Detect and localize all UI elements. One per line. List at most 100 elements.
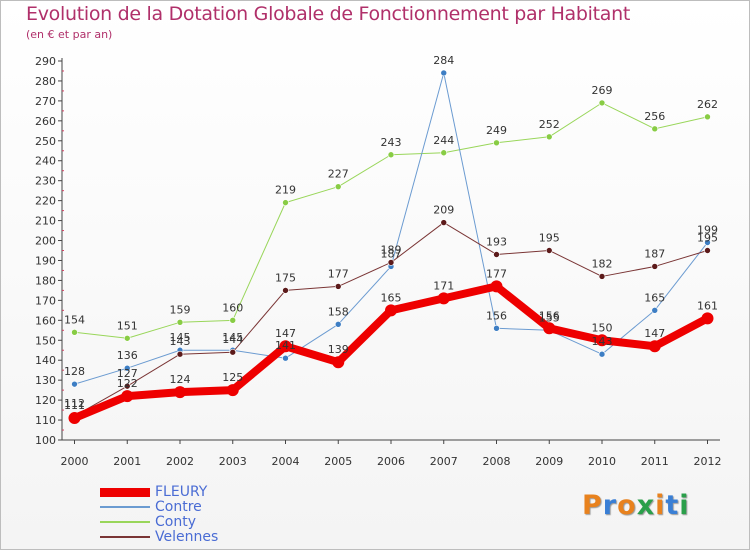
point-velennes [704, 247, 711, 254]
point-velennes [387, 259, 395, 266]
data-label-fleury: 161 [697, 299, 718, 312]
data-label-contre: 143 [592, 335, 613, 348]
logo-letter: x [636, 490, 656, 521]
data-label-fleury: 147 [275, 327, 296, 340]
point-contre [704, 239, 711, 246]
legend-label-fleury: FLEURY [155, 484, 208, 500]
x-tick-label: 2005 [324, 455, 352, 468]
y-tick-label: 260 [35, 115, 56, 128]
legend-swatch-contre [100, 506, 150, 508]
point-velennes [176, 350, 184, 358]
data-label-conty: 151 [117, 319, 138, 332]
point-conty [598, 99, 606, 107]
legend-swatch-conty [100, 521, 150, 523]
point-velennes [334, 283, 342, 290]
y-tick-label: 210 [35, 215, 56, 228]
y-tick-label: 290 [35, 55, 56, 68]
logo-letter: o [617, 490, 637, 521]
point-conty [387, 151, 395, 159]
y-tick-label: 150 [35, 334, 56, 347]
data-label-velennes: 195 [697, 232, 718, 245]
data-label-contre: 158 [328, 305, 349, 318]
point-velennes [282, 287, 289, 294]
data-label-velennes: 182 [592, 257, 613, 270]
chart-subtitle: (en € et par an) [26, 28, 113, 41]
legend-label-conty: Conty [155, 514, 196, 530]
data-label-fleury: 171 [433, 279, 454, 292]
y-tick-label: 270 [35, 95, 56, 108]
proxiti-logo: Proxiti [582, 490, 690, 521]
data-label-fleury: 125 [222, 371, 243, 384]
y-tick-label: 120 [35, 394, 56, 407]
legend-label-velennes: Velennes [155, 529, 219, 545]
point-fleury [385, 304, 397, 317]
point-contre [282, 354, 289, 362]
legend-label-contre: Contre [155, 499, 202, 515]
point-fleury [437, 292, 450, 305]
legend-swatch-fleury [100, 488, 150, 497]
point-fleury [68, 412, 81, 425]
data-label-velennes: 193 [486, 235, 507, 248]
x-tick-label: 2007 [430, 455, 458, 468]
data-label-conty: 243 [381, 136, 402, 149]
data-label-conty: 219 [275, 184, 296, 197]
y-tick-label: 130 [35, 374, 56, 387]
x-tick-label: 2009 [535, 455, 563, 468]
x-tick-label: 2012 [694, 455, 722, 468]
x-tick-label: 2004 [272, 455, 300, 468]
point-fleury [648, 340, 661, 353]
x-tick-label: 2001 [113, 455, 141, 468]
chart-title: Evolution de la Dotation Globale de Fonc… [26, 3, 631, 25]
point-conty [123, 334, 131, 342]
logo-letter: r [602, 490, 618, 521]
data-label-fleury: 124 [170, 373, 191, 386]
point-fleury [279, 340, 292, 353]
point-conty [71, 328, 78, 336]
point-conty [545, 133, 553, 141]
point-velennes [229, 348, 237, 356]
data-label-conty: 160 [222, 301, 243, 314]
y-tick-label: 160 [35, 314, 56, 327]
point-conty [229, 317, 237, 324]
y-tick-label: 190 [35, 254, 56, 267]
data-label-contre: 199 [697, 224, 718, 237]
point-fleury [701, 312, 714, 325]
data-label-conty: 256 [644, 110, 665, 123]
data-label-conty: 154 [64, 313, 85, 326]
logo-letter: i [679, 490, 690, 521]
logo-letter: i [655, 490, 666, 521]
point-fleury [543, 322, 556, 335]
point-contre [493, 324, 500, 332]
data-label-fleury: 150 [592, 321, 613, 334]
x-tick-label: 2010 [588, 455, 616, 468]
point-fleury [332, 356, 345, 369]
data-label-fleury: 165 [381, 291, 402, 304]
legend-swatch-velennes [100, 536, 150, 538]
point-fleury [174, 386, 186, 399]
data-label-velennes: 177 [328, 267, 349, 280]
point-conty [440, 149, 448, 157]
axes: 100 110 120 130 140 150 160 170 180 190 200 210 220 2… [35, 55, 722, 468]
data-label-velennes: 195 [539, 232, 560, 245]
point-conty [176, 319, 184, 326]
line-chart: 100 110 120 130 140 150 160 170 180 190 200 210 220 2… [35, 54, 722, 468]
data-label-velennes: 112 [64, 397, 85, 410]
x-tick-label: 2002 [166, 455, 194, 468]
data-label-conty: 252 [539, 118, 560, 131]
y-tick-label: 110 [35, 414, 56, 427]
y-tick-label: 240 [35, 155, 56, 168]
point-conty [334, 183, 342, 190]
data-label-fleury: 156 [539, 309, 560, 322]
data-label-contre: 136 [117, 349, 138, 362]
data-label-fleury: 122 [117, 377, 138, 390]
point-conty [704, 113, 711, 121]
y-tick-label: 200 [35, 235, 56, 248]
data-label-velennes: 127 [117, 367, 138, 380]
point-contre [123, 364, 131, 372]
data-label-fleury: 177 [486, 267, 507, 280]
x-tick-label: 2011 [641, 455, 669, 468]
data-label-velennes: 175 [275, 271, 296, 284]
point-velennes [123, 382, 131, 390]
data-label-contre: 145 [222, 331, 243, 344]
data-label-contre: 156 [486, 309, 507, 322]
